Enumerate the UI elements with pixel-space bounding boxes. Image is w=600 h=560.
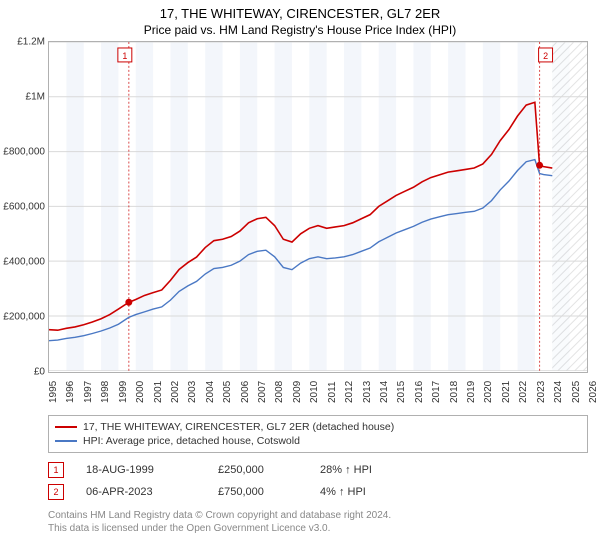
y-tick-label: £200,000 bbox=[3, 312, 45, 323]
x-tick-label: 2019 bbox=[466, 381, 477, 403]
chart-title: 17, THE WHITEWAY, CIRENCESTER, GL7 2ER bbox=[0, 0, 600, 21]
x-tick-label: 2014 bbox=[379, 381, 390, 403]
x-tick-label: 2012 bbox=[344, 381, 355, 403]
chart-subtitle: Price paid vs. HM Land Registry's House … bbox=[0, 21, 600, 41]
plot-area: 12 £0£200,000£400,000£600,000£800,000£1M… bbox=[48, 41, 588, 373]
footer-attribution: Contains HM Land Registry data © Crown c… bbox=[48, 509, 588, 535]
sale-marker-box: 2 bbox=[48, 484, 64, 500]
x-tick-label: 2025 bbox=[571, 381, 582, 403]
x-tick-label: 2017 bbox=[431, 381, 442, 403]
x-tick-label: 2006 bbox=[240, 381, 251, 403]
legend-row: 17, THE WHITEWAY, CIRENCESTER, GL7 2ER (… bbox=[55, 420, 581, 434]
x-tick-label: 2015 bbox=[396, 381, 407, 403]
sale-date: 06-APR-2023 bbox=[86, 486, 196, 498]
sale-row: 2 06-APR-2023 £750,000 4% ↑ HPI bbox=[48, 481, 588, 503]
x-tick-label: 2022 bbox=[518, 381, 529, 403]
sale-marker-box: 1 bbox=[48, 462, 64, 478]
x-tick-label: 2018 bbox=[449, 381, 460, 403]
footer-line-1: Contains HM Land Registry data © Crown c… bbox=[48, 509, 588, 522]
x-tick-label: 2004 bbox=[205, 381, 216, 403]
x-axis-labels: 1995 1996 1997 1998 1999 2000 2001 2002 2003 2004… bbox=[48, 373, 588, 411]
x-tick-label: 1997 bbox=[83, 381, 94, 403]
svg-text:1: 1 bbox=[122, 51, 127, 61]
sale-date: 18-AUG-1999 bbox=[86, 464, 196, 476]
x-tick-label: 2008 bbox=[274, 381, 285, 403]
x-tick-label: 2007 bbox=[257, 381, 268, 403]
y-tick-label: £0 bbox=[34, 367, 45, 378]
svg-text:2: 2 bbox=[543, 51, 548, 61]
footer-line-2: This data is licensed under the Open Gov… bbox=[48, 522, 588, 535]
y-tick-label: £1.2M bbox=[17, 37, 45, 48]
x-tick-label: 2003 bbox=[187, 381, 198, 403]
y-tick-label: £400,000 bbox=[3, 257, 45, 268]
x-tick-label: 1996 bbox=[65, 381, 76, 403]
x-tick-label: 1995 bbox=[48, 381, 59, 403]
legend-label: HPI: Average price, detached house, Cots… bbox=[83, 435, 300, 447]
x-tick-label: 1999 bbox=[118, 381, 129, 403]
x-tick-label: 2002 bbox=[170, 381, 181, 403]
x-tick-label: 2010 bbox=[309, 381, 320, 403]
sale-row: 1 18-AUG-1999 £250,000 28% ↑ HPI bbox=[48, 459, 588, 481]
y-tick-label: £1M bbox=[26, 92, 45, 103]
x-tick-label: 2013 bbox=[362, 381, 373, 403]
sale-hpi: 4% ↑ HPI bbox=[320, 486, 400, 498]
sale-hpi: 28% ↑ HPI bbox=[320, 464, 400, 476]
x-tick-label: 2021 bbox=[501, 381, 512, 403]
chart-container: 17, THE WHITEWAY, CIRENCESTER, GL7 2ER P… bbox=[0, 0, 600, 560]
x-tick-label: 2016 bbox=[414, 381, 425, 403]
x-tick-label: 2001 bbox=[153, 381, 164, 403]
sales-table: 1 18-AUG-1999 £250,000 28% ↑ HPI 2 06-APR-202… bbox=[48, 459, 588, 503]
y-tick-label: £800,000 bbox=[3, 147, 45, 158]
legend-label: 17, THE WHITEWAY, CIRENCESTER, GL7 2ER (… bbox=[83, 421, 394, 433]
x-tick-label: 2011 bbox=[327, 381, 338, 403]
sale-price: £250,000 bbox=[218, 464, 298, 476]
sale-price: £750,000 bbox=[218, 486, 298, 498]
legend: 17, THE WHITEWAY, CIRENCESTER, GL7 2ER (… bbox=[48, 415, 588, 453]
legend-swatch bbox=[55, 440, 77, 442]
x-tick-label: 2024 bbox=[553, 381, 564, 403]
x-tick-label: 2020 bbox=[483, 381, 494, 403]
plot-svg: 12 bbox=[49, 42, 587, 371]
x-tick-label: 2009 bbox=[292, 381, 303, 403]
x-tick-label: 2026 bbox=[588, 381, 599, 403]
x-tick-label: 2000 bbox=[135, 381, 146, 403]
x-tick-label: 2005 bbox=[222, 381, 233, 403]
y-tick-label: £600,000 bbox=[3, 202, 45, 213]
legend-swatch bbox=[55, 426, 77, 428]
x-tick-label: 1998 bbox=[100, 381, 111, 403]
x-tick-label: 2023 bbox=[536, 381, 547, 403]
legend-row: HPI: Average price, detached house, Cots… bbox=[55, 434, 581, 448]
